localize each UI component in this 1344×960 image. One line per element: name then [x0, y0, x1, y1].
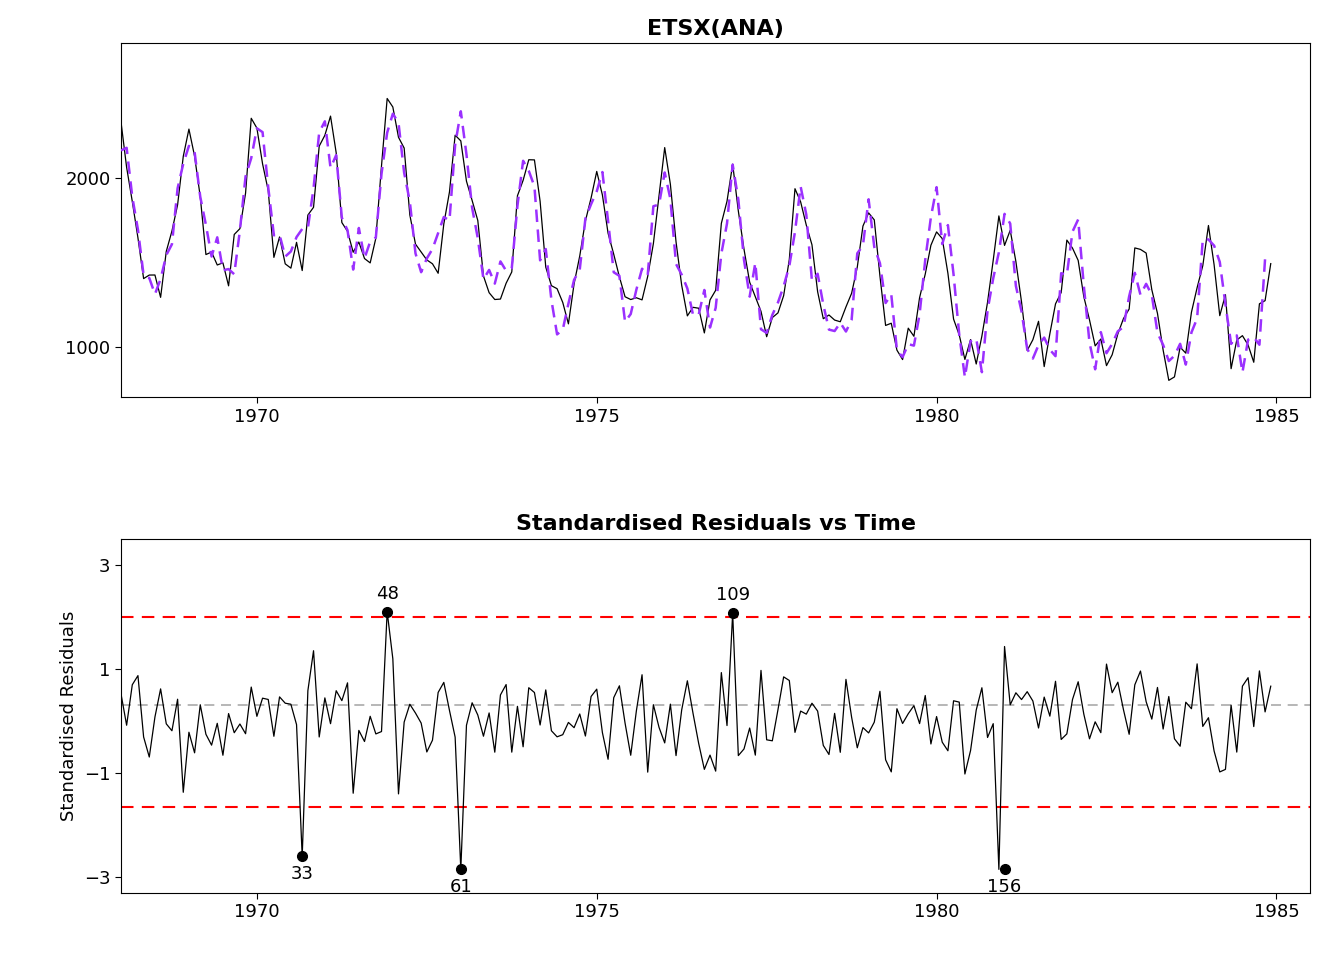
Title: Standardised Residuals vs Time: Standardised Residuals vs Time: [516, 515, 915, 535]
Text: 109: 109: [715, 587, 750, 605]
Y-axis label: Standardised Residuals: Standardised Residuals: [60, 611, 78, 821]
Title: ETSX(ANA): ETSX(ANA): [648, 19, 784, 38]
Text: 33: 33: [290, 865, 314, 883]
Text: 48: 48: [376, 585, 399, 603]
Text: 156: 156: [988, 878, 1021, 897]
Text: 61: 61: [449, 878, 472, 897]
